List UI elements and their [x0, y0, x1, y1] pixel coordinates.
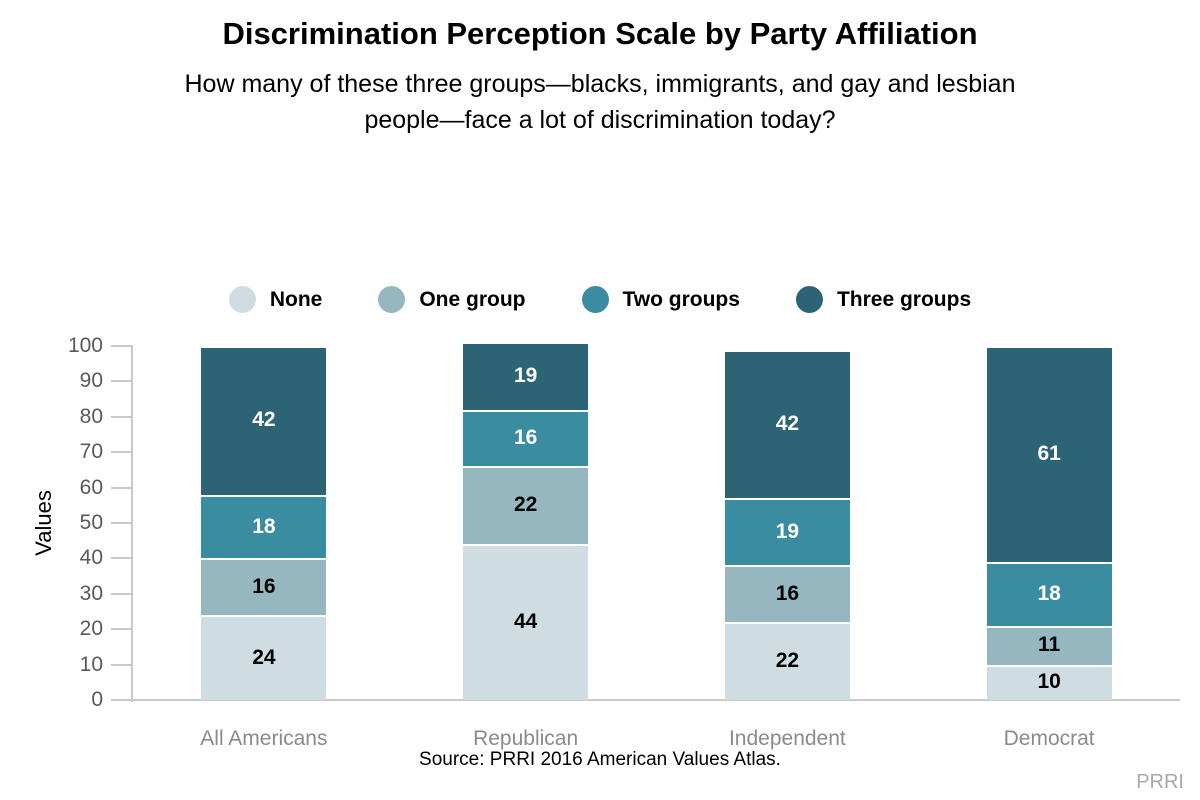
y-tick-label: 90 — [79, 369, 103, 393]
bar-value-label: 42 — [252, 408, 276, 432]
source-note: Source: PRRI 2016 American Values Atlas. — [419, 749, 781, 770]
y-tick-label: 70 — [79, 440, 103, 464]
bar-value-label: 61 — [1037, 441, 1061, 465]
chart-subtitle: How many of these three groups—blacks, i… — [0, 66, 1200, 138]
bar-value-label: 16 — [252, 574, 276, 598]
y-tick-mark — [111, 699, 131, 701]
y-tick-label: 80 — [79, 404, 103, 428]
bar-segment-independent-one-group — [724, 565, 850, 623]
bar-value-label: 18 — [1037, 581, 1061, 605]
bar-value-label: 44 — [513, 610, 538, 634]
legend-marker-two-groups — [581, 286, 609, 313]
bar-segment-all-americans-one-group — [201, 558, 327, 616]
bar-value-label: 18 — [252, 514, 276, 538]
y-axis-line — [131, 345, 133, 702]
y-tick-label: 30 — [79, 581, 103, 605]
bar-segment-republican-two-groups — [463, 409, 589, 467]
bar-segment-republican-one-group — [463, 466, 589, 545]
chart-title: Discrimination Perception Scale by Party… — [222, 16, 978, 51]
bar-segment-democrat-one-group — [986, 625, 1112, 665]
chart-subtitle-line-2: people—face a lot of discrimination toda… — [364, 106, 836, 134]
y-tick-mark — [111, 415, 131, 418]
bar-segment-independent-two-groups — [724, 498, 850, 566]
y-tick-label: 50 — [79, 511, 103, 534]
bar-value-label: 16 — [513, 426, 538, 450]
legend-label: Two groups — [622, 287, 740, 311]
bar-segment-independent-none — [724, 622, 850, 700]
y-tick-label: 0 — [91, 688, 103, 711]
bar-segment-democrat-three-groups — [986, 346, 1112, 562]
bar-value-label: 19 — [513, 364, 538, 388]
bar-value-label: 10 — [1037, 670, 1061, 694]
bar-value-label: 22 — [775, 649, 800, 673]
legend-marker-three-groups — [795, 286, 823, 313]
legend-label: Three groups — [836, 287, 972, 311]
legend-item-one-group: One group — [378, 286, 526, 313]
bar-segment-democrat-none — [986, 664, 1112, 700]
bar-segment-independent-three-groups — [724, 349, 850, 499]
bar-segment-republican-none — [463, 544, 589, 700]
legend: None One group Two groups Three groups — [0, 286, 1200, 313]
x-category-label-republican: Republican — [473, 727, 579, 750]
legend-item-two-groups: Two groups — [581, 286, 740, 313]
x-category-label-democrat: Democrat — [1003, 727, 1095, 750]
y-tick-mark — [111, 592, 131, 595]
bar-value-label: 19 — [775, 519, 800, 543]
legend-label: None — [269, 287, 323, 311]
bar-segment-republican-three-groups — [463, 342, 589, 410]
x-category-label-all-americans: All Americans — [200, 727, 328, 750]
legend-marker-none — [228, 286, 256, 313]
bar-segment-democrat-two-groups — [986, 561, 1112, 626]
chart-subtitle-line-1: How many of these three groups—blacks, i… — [184, 70, 1016, 98]
bar-segment-all-americans-none — [201, 615, 327, 700]
y-tick-mark — [111, 628, 131, 631]
y-tick-mark — [111, 345, 131, 347]
legend-item-none: None — [228, 286, 323, 313]
bar-value-label: 22 — [513, 493, 538, 517]
y-tick-mark — [111, 663, 131, 666]
y-tick-label: 40 — [79, 546, 103, 570]
legend-label: One group — [419, 287, 526, 311]
bar-value-label: 16 — [775, 581, 800, 605]
legend-item-three-groups: Three groups — [795, 286, 972, 313]
bar-value-label: 11 — [1038, 633, 1061, 657]
y-tick-label: 10 — [79, 652, 103, 676]
y-tick-label: 60 — [79, 475, 103, 499]
bar-value-label: 42 — [775, 411, 800, 435]
y-tick-label: 20 — [79, 617, 103, 641]
x-axis-line — [131, 699, 1180, 701]
y-tick-mark — [111, 380, 131, 383]
y-tick-mark — [111, 522, 131, 524]
legend-marker-one-group — [378, 286, 406, 313]
y-tick-label: 100 — [67, 334, 103, 357]
y-tick-mark — [111, 486, 131, 489]
bar-segment-all-americans-two-groups — [201, 494, 327, 559]
x-category-label-independent: Independent — [728, 727, 846, 750]
watermark: PRRI — [1136, 771, 1184, 793]
y-tick-mark — [111, 557, 131, 560]
bar-value-label: 24 — [252, 645, 276, 669]
y-tick-mark — [111, 451, 131, 454]
bar-segment-all-americans-three-groups — [201, 346, 327, 495]
